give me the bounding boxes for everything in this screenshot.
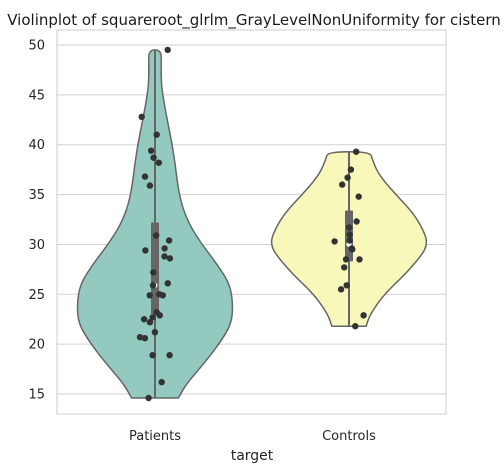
data-point <box>339 181 346 188</box>
chart-title: Violinplot of squareroot_glrlm_GrayLevel… <box>7 11 501 30</box>
y-tick-label: 25 <box>28 288 45 303</box>
data-point <box>166 352 173 359</box>
data-point <box>356 256 363 263</box>
data-point <box>337 286 345 293</box>
data-point <box>149 352 156 359</box>
data-point <box>346 231 353 238</box>
data-point <box>164 280 171 287</box>
data-point <box>150 269 157 276</box>
data-point <box>349 246 356 253</box>
data-point <box>141 173 149 180</box>
data-point <box>161 253 168 260</box>
y-tick-label: 35 <box>28 188 45 203</box>
violins <box>76 49 428 399</box>
y-tick-label: 30 <box>28 238 45 253</box>
data-point <box>148 147 155 154</box>
data-point <box>352 323 359 330</box>
y-tick-label: 50 <box>28 38 45 53</box>
data-point <box>165 237 173 244</box>
y-tick-label: 20 <box>28 338 45 353</box>
data-point <box>146 292 153 299</box>
data-point <box>146 319 154 326</box>
data-point <box>341 264 348 271</box>
y-tick-label: 45 <box>28 88 45 103</box>
x-tick-label: Controls <box>322 429 376 444</box>
data-point <box>155 159 162 166</box>
data-point <box>164 46 171 54</box>
data-point <box>353 148 360 155</box>
data-point <box>146 182 154 189</box>
data-point <box>346 237 353 244</box>
data-point <box>347 166 355 173</box>
data-point <box>149 314 156 321</box>
y-tick-label: 40 <box>28 138 45 153</box>
data-point <box>166 255 174 262</box>
data-point <box>331 238 338 245</box>
data-point <box>161 245 168 252</box>
data-point <box>342 256 350 263</box>
data-point <box>153 131 160 138</box>
data-point <box>141 335 149 342</box>
data-point <box>153 232 160 239</box>
x-tick-label: Patients <box>129 429 181 444</box>
data-point <box>150 154 157 161</box>
data-point <box>158 378 165 386</box>
data-point <box>140 316 148 323</box>
data-point <box>156 312 163 319</box>
data-point <box>149 282 157 289</box>
data-point <box>142 247 149 254</box>
data-point <box>145 394 152 402</box>
data-point <box>138 113 145 121</box>
data-point <box>355 193 362 200</box>
data-points <box>136 46 367 402</box>
y-tick-label: 15 <box>28 388 45 403</box>
x-axis-label: target <box>231 448 274 464</box>
plot-frame <box>56 29 447 415</box>
x-axis-ticks: Patients Controls <box>129 429 376 444</box>
data-point <box>344 174 351 181</box>
data-point <box>360 312 367 319</box>
data-point <box>343 282 350 289</box>
data-point <box>151 329 159 336</box>
data-point <box>136 334 144 341</box>
data-point <box>353 218 360 225</box>
y-axis-ticks: 15 20 25 30 35 40 45 50 <box>28 38 45 402</box>
data-point <box>159 292 166 299</box>
data-point <box>345 224 353 231</box>
iqr-box <box>151 222 159 315</box>
